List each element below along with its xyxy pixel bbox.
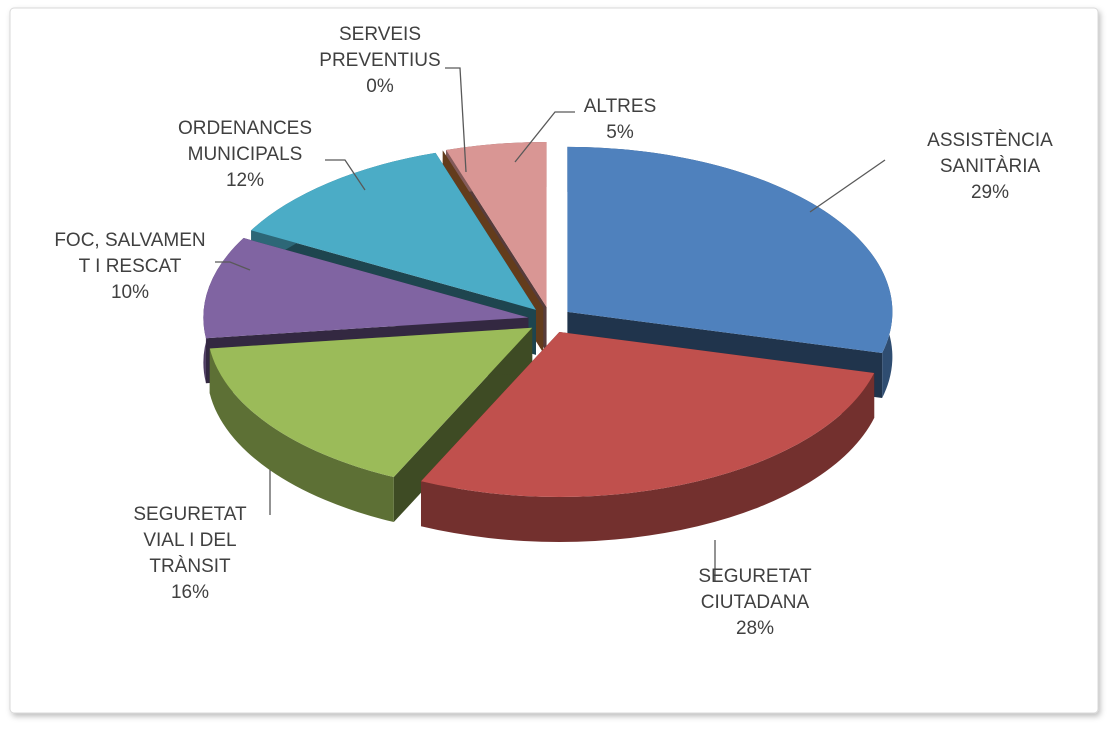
leader-line [215, 261, 251, 271]
category-label-line: SANITÀRIA [940, 156, 1041, 177]
category-label: ALTRES [584, 96, 657, 117]
slice [251, 152, 536, 310]
leader-line [514, 111, 575, 163]
category-label-line: ORDENANCES [178, 118, 312, 139]
leader-line [445, 67, 467, 173]
category-label: SEGURETAT VIAL I DEL TRÀNSIT [133, 504, 247, 577]
category-label: FOC, SALVAMEN T I RESCAT [54, 230, 205, 277]
category-label: SERVEIS PREVENTIUS [319, 24, 440, 71]
category-label-line: PREVENTIUS [319, 50, 440, 71]
slice [420, 331, 875, 497]
category-label-line: ASSISTÈNCIA [927, 130, 1053, 151]
slice [203, 238, 529, 339]
category-label-line: VIAL I DEL [143, 530, 236, 551]
category-label-line: SERVEIS [339, 24, 421, 45]
leader-line [325, 159, 366, 191]
value-label: 10% [111, 282, 149, 303]
value-label: 0% [366, 76, 394, 97]
category-label-line: SEGURETAT [698, 566, 812, 587]
category-label-line: CIUTADANA [701, 592, 810, 613]
slice [446, 141, 547, 307]
category-label-line: T I RESCAT [79, 256, 182, 277]
category-label-line: TRÀNSIT [149, 556, 231, 577]
slice-edge [209, 348, 394, 523]
category-label-line: SEGURETAT [133, 504, 247, 525]
slice [209, 327, 533, 478]
category-label-line: MUNICIPALS [188, 144, 303, 165]
category-label: SEGURETAT CIUTADANA [698, 566, 812, 613]
category-label-line: FOC, SALVAMEN [54, 230, 205, 251]
category-label-line: ALTRES [584, 96, 657, 117]
value-label: 29% [971, 182, 1009, 203]
value-label: 5% [606, 122, 634, 143]
value-label: 12% [226, 170, 264, 191]
category-label: ASSISTÈNCIA SANITÀRIA [927, 130, 1053, 177]
slice [567, 146, 893, 353]
slice-edge [420, 372, 875, 542]
value-label: 16% [171, 582, 209, 603]
value-label: 28% [736, 618, 774, 639]
leader-line [809, 159, 886, 213]
category-label: ORDENANCES MUNICIPALS [178, 118, 312, 165]
